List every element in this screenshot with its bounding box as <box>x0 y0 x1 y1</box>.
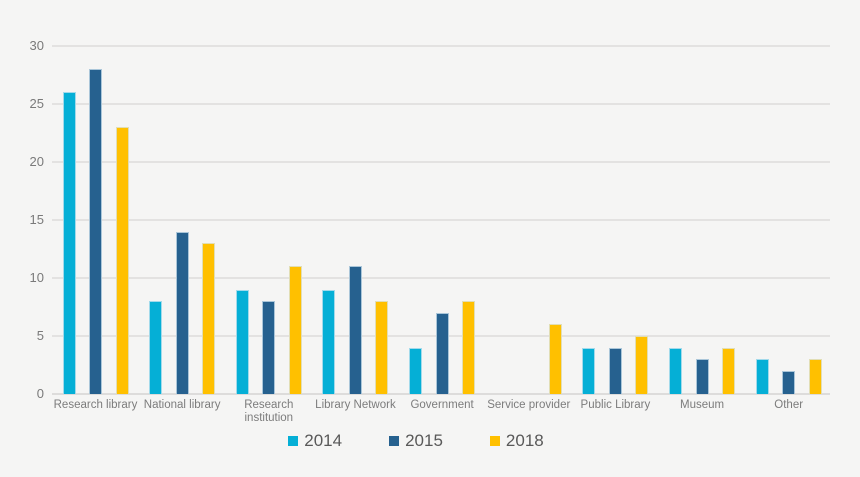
y-tick-label-15: 15 <box>29 212 44 227</box>
bar-2018-service-provider <box>548 324 562 394</box>
legend-item-2014: 2014 <box>288 431 342 451</box>
legend-item-2015: 2015 <box>389 431 443 451</box>
x-axis-label-research-institution: Research institution <box>244 399 294 424</box>
bar-2018-government <box>462 301 476 394</box>
bar-2018-research-institution <box>288 266 302 394</box>
bar-2015-museum <box>695 359 709 394</box>
bar-2014-other <box>755 359 769 394</box>
bar-2015-public-library <box>608 347 622 394</box>
bar-2018-library-network <box>375 301 389 394</box>
bar-2018-museum <box>722 347 736 394</box>
legend-swatch-icon-2018 <box>489 436 500 446</box>
bar-2014-government <box>409 347 423 394</box>
x-axis-label-service-provider: Service provider <box>487 399 571 411</box>
x-axis-label-research-library: Research library <box>53 399 138 411</box>
gridline-20 <box>52 161 830 163</box>
legend-label-2014: 2014 <box>304 431 343 450</box>
x-axis-label-public-library: Public Library <box>580 399 651 411</box>
x-axis-label-other: Other <box>774 399 804 411</box>
legend: 2014 2015 2018 <box>0 431 832 451</box>
bar-2015-government <box>435 312 449 394</box>
bar-2018-research-library <box>115 127 129 394</box>
legend-label-2015: 2015 <box>405 431 443 450</box>
bar-2014-public-library <box>582 347 596 394</box>
gridline-25 <box>52 103 830 105</box>
bar-2014-library-network <box>322 289 336 394</box>
x-axis-label-government: Government <box>410 399 474 411</box>
y-tick-label-0: 0 <box>36 386 44 401</box>
y-tick-label-25: 25 <box>29 96 44 111</box>
bar-2015-research-institution <box>262 301 276 394</box>
gridline-30 <box>52 45 830 47</box>
bar-2014-national-library <box>149 301 163 394</box>
bar-2015-other <box>782 370 796 394</box>
legend-item-2018: 2018 <box>489 431 544 451</box>
gridline-15 <box>52 219 830 221</box>
bar-2014-research-library <box>62 92 76 394</box>
y-tick-label-5: 5 <box>36 328 44 343</box>
bar-2015-research-library <box>89 69 102 394</box>
legend-label-2018: 2018 <box>505 431 544 450</box>
legend-swatch-icon-2014 <box>288 436 299 446</box>
x-axis-label-museum: Museum <box>679 399 725 411</box>
bar-2014-museum <box>669 347 683 394</box>
y-tick-label-30: 30 <box>29 38 44 53</box>
gridline-10 <box>52 277 830 279</box>
y-tick-label-20: 20 <box>29 154 44 169</box>
bar-2014-research-institution <box>235 289 249 394</box>
bar-2018-national-library <box>202 243 216 394</box>
x-axis-label-library-network: Library Network <box>315 399 396 411</box>
x-axis-label-national-library: National library <box>143 399 221 411</box>
legend-swatch-icon-2015 <box>389 436 400 446</box>
bar-2015-national-library <box>175 231 189 394</box>
bar-2018-other <box>808 359 822 394</box>
bar-2018-public-library <box>635 336 649 394</box>
bar-2015-library-network <box>348 266 362 394</box>
gridline-0 <box>52 393 830 395</box>
y-tick-label-10: 10 <box>29 270 44 285</box>
